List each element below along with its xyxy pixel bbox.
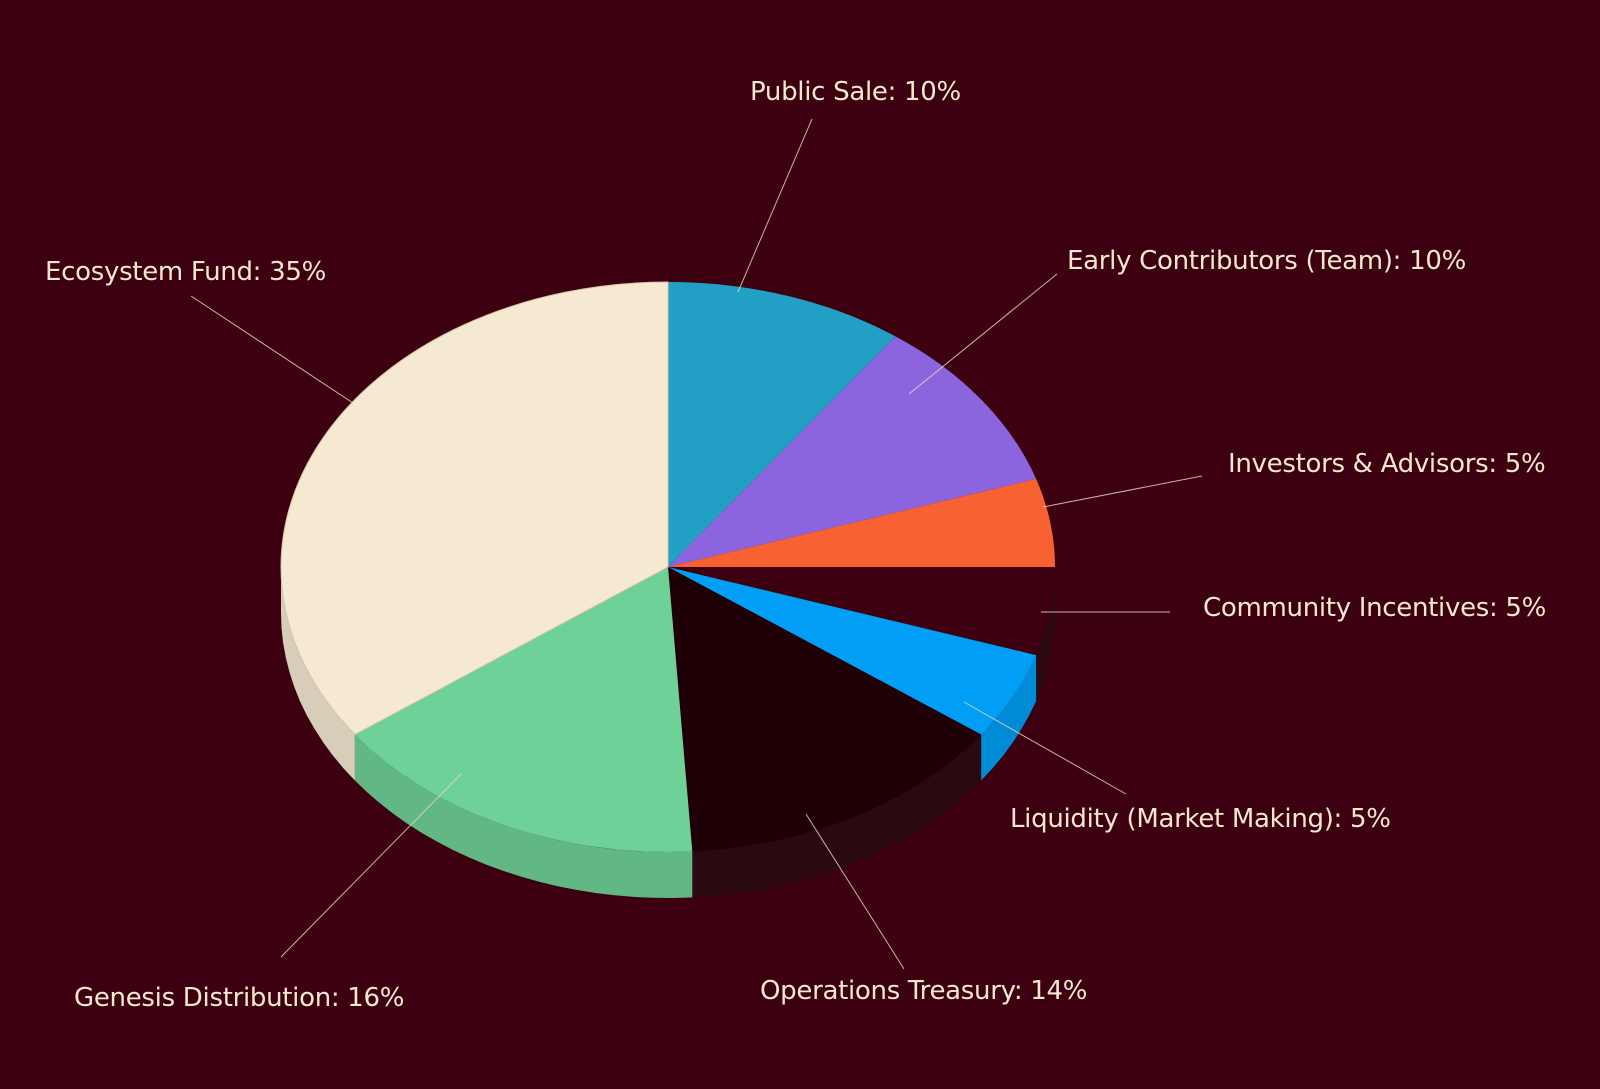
leader-lines <box>190 118 1203 970</box>
pie-wall-7 <box>281 567 355 781</box>
leader-line-4 <box>963 701 1127 795</box>
pie-slice-investors-advisors <box>668 478 1055 567</box>
pie-wall-3 <box>1036 567 1055 702</box>
pie-slice-ecosystem-fund <box>280 281 669 736</box>
slice-label-7: Ecosystem Fund: 35% <box>45 257 326 287</box>
pie-wall-5 <box>692 734 982 898</box>
pie-slice-liquidity-market-making <box>668 567 1037 735</box>
pie-side-walls <box>281 567 1055 898</box>
leader-line-6 <box>280 772 463 958</box>
pie-wall-4 <box>981 655 1037 781</box>
slice-label-6: Genesis Distribution: 16% <box>74 983 404 1013</box>
leader-line-7 <box>190 295 354 404</box>
leader-line-2 <box>1042 475 1203 508</box>
slice-label-1: Early Contributors (Team): 10% <box>1067 246 1466 276</box>
leader-line-5 <box>805 813 905 970</box>
pie-slice-community-incentives <box>668 567 1055 656</box>
leader-line-0 <box>737 118 813 293</box>
slice-labels: Public Sale: 10% Early Contributors (Team… <box>45 77 1546 1013</box>
slice-label-2: Investors & Advisors: 5% <box>1228 449 1545 479</box>
slice-label-3: Community Incentives: 5% <box>1203 593 1546 623</box>
pie-slice-operations-treasury <box>668 567 982 852</box>
pie-slice-early-contributors-team <box>668 336 1037 567</box>
leader-line-1 <box>908 273 1058 395</box>
pie-wall-6 <box>354 734 693 898</box>
slice-label-5: Operations Treasury: 14% <box>760 976 1087 1006</box>
pie-slice-genesis-distribution <box>354 567 693 852</box>
slice-label-4: Liquidity (Market Making): 5% <box>1010 804 1391 834</box>
slice-label-0: Public Sale: 10% <box>750 77 961 107</box>
pie-slices <box>280 281 1055 852</box>
pie-slice-public-sale <box>668 281 896 567</box>
